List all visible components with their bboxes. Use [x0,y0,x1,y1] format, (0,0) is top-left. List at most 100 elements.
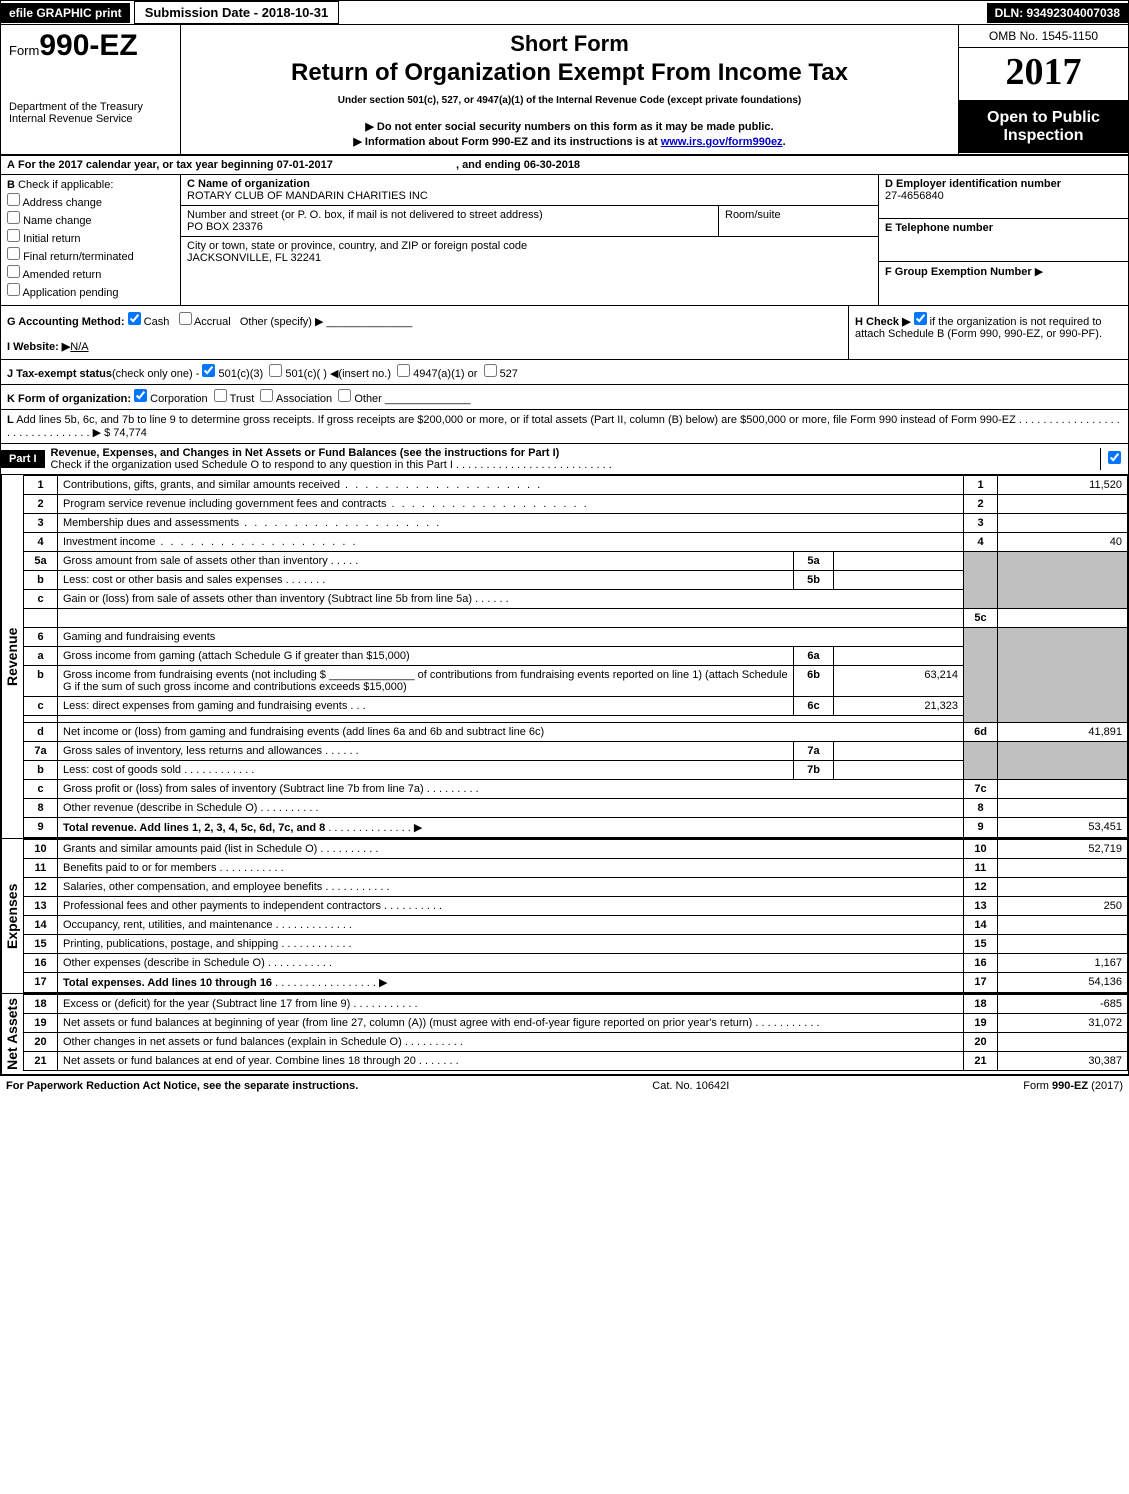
j-text: (check only one) - [112,368,199,380]
line-15: 15Printing, publications, postage, and s… [24,935,1128,954]
chk-amended-return-box[interactable] [7,265,20,278]
part1-checkbox[interactable] [1108,451,1121,464]
efile-button[interactable]: efile GRAPHIC print [1,3,130,23]
row-g: G Accounting Method: Cash Accrual Other … [1,306,848,359]
label-b: B [7,179,15,191]
chk-501c[interactable] [269,364,282,377]
i-val: N/A [70,341,88,353]
g-label: G Accounting Method: [7,316,125,328]
line-6c: cLess: direct expenses from gaming and f… [24,697,1128,716]
col-def: D Employer identification number 27-4656… [878,175,1128,305]
chk-final-return-box[interactable] [7,247,20,260]
part1-title: Revenue, Expenses, and Changes in Net As… [51,447,560,459]
header-left: Form990-EZ Department of the Treasury In… [1,25,181,154]
page-footer: For Paperwork Reduction Act Notice, see … [0,1076,1129,1096]
line-20: 20Other changes in net assets or fund ba… [24,1033,1128,1052]
part1-checkbox-cell [1100,448,1128,470]
chk-initial-return[interactable]: Initial return [7,229,174,245]
info-line: Information about Form 990-EZ and its in… [191,135,948,148]
line-1: 1Contributions, gifts, grants, and simil… [24,476,1128,495]
f-label: F Group Exemption Number [885,266,1032,278]
chk-other-org[interactable] [338,389,351,402]
form-num-big: 990-EZ [39,29,137,62]
revenue-table: 1Contributions, gifts, grants, and simil… [23,475,1128,838]
f-arrow: ▶ [1035,266,1043,278]
row-j: J Tax-exempt status(check only one) - 50… [1,360,1128,385]
c-room-label: Room/suite [725,209,781,221]
chk-4947[interactable] [397,364,410,377]
chk-accrual[interactable] [179,312,192,325]
d-cell: D Employer identification number 27-4656… [879,175,1128,219]
chk-trust[interactable] [214,389,227,402]
g-other: Other (specify) ▶ [240,316,324,328]
chk-application-pending[interactable]: Application pending [7,283,174,299]
line-8: 8Other revenue (describe in Schedule O) … [24,799,1128,818]
part1-check: Check if the organization used Schedule … [51,459,453,471]
chk-address-change-box[interactable] [7,193,20,206]
chk-h[interactable] [914,312,927,325]
line-6d: dNet income or (loss) from gaming and fu… [24,723,1128,742]
line-6b: bGross income from fundraising events (n… [24,666,1128,697]
form-990ez: efile GRAPHIC print Submission Date - 20… [0,0,1129,1076]
row-a-text1: For the 2017 calendar year, or tax year … [18,159,333,171]
chk-final-return[interactable]: Final return/terminated [7,247,174,263]
info-link[interactable]: www.irs.gov/form990ez [661,136,783,148]
block-bcdef: B Check if applicable: Address change Na… [1,175,1128,306]
chk-527[interactable] [484,364,497,377]
l-text: Add lines 5b, 6c, and 7b to line 9 to de… [16,414,1016,426]
line-6: 6Gaming and fundraising events [24,628,1128,647]
submission-date: Submission Date - 2018-10-31 [134,1,340,24]
c-city-val: JACKSONVILLE, FL 32241 [187,252,321,264]
col-b: B Check if applicable: Address change Na… [1,175,181,305]
chk-corp[interactable] [134,389,147,402]
k-label: K Form of organization: [7,393,131,405]
form-header: Form990-EZ Department of the Treasury In… [1,25,1128,156]
part1-label: Part I [1,450,45,468]
top-bar: efile GRAPHIC print Submission Date - 20… [1,1,1128,25]
chk-name-change[interactable]: Name change [7,211,174,227]
net-table: 18Excess or (deficit) for the year (Subt… [23,994,1128,1071]
chk-address-change[interactable]: Address change [7,193,174,209]
dln-label: DLN: 93492304007038 [987,3,1128,23]
part1-title-wrap: Revenue, Expenses, and Changes in Net As… [45,444,1100,474]
tax-year: 2017 [959,48,1128,101]
line-3: 3Membership dues and assessments3 [24,514,1128,533]
line-18: 18Excess or (deficit) for the year (Subt… [24,995,1128,1014]
row-a-text2: , and ending 06-30-2018 [456,159,580,171]
chk-501c3[interactable] [202,364,215,377]
chk-name-change-box[interactable] [7,211,20,224]
line-16: 16Other expenses (describe in Schedule O… [24,954,1128,973]
i-label: I Website: ▶ [7,341,70,353]
open-to-public: Open to Public Inspection [959,101,1128,153]
form-number: Form990-EZ [9,29,172,63]
line-21: 21Net assets or fund balances at end of … [24,1052,1128,1071]
info-pre: Information about Form 990-EZ and its in… [365,136,661,148]
chk-application-pending-box[interactable] [7,283,20,296]
line-5c: cGain or (loss) from sale of assets othe… [24,590,1128,609]
chk-assoc[interactable] [260,389,273,402]
c-addr-cell: Number and street (or P. O. box, if mail… [181,206,718,236]
j-label: J Tax-exempt status [7,368,112,380]
c-addr-label: Number and street (or P. O. box, if mail… [187,209,543,221]
line-2: 2Program service revenue including gover… [24,495,1128,514]
l-amount: $ 74,774 [104,427,147,439]
row-h: H Check ▶ if the organization is not req… [848,306,1128,359]
omb-number: OMB No. 1545-1150 [959,25,1128,48]
line-6d-spacer [24,716,1128,723]
c-addr-val: PO BOX 23376 [187,221,263,233]
line-7a: 7aGross sales of inventory, less returns… [24,742,1128,761]
row-a: A For the 2017 calendar year, or tax yea… [1,156,1128,175]
row-k: K Form of organization: Corporation Trus… [1,385,1128,410]
l-arrow: ▶ [93,427,101,439]
line-14: 14Occupancy, rent, utilities, and mainte… [24,916,1128,935]
e-cell: E Telephone number [879,219,1128,263]
line-5a: 5aGross amount from sale of assets other… [24,552,1128,571]
chk-initial-return-box[interactable] [7,229,20,242]
d-val: 27-4656840 [885,190,944,202]
c-name-label: C Name of organization [187,178,310,190]
chk-cash[interactable] [128,312,141,325]
chk-amended-return[interactable]: Amended return [7,265,174,281]
row-gh: G Accounting Method: Cash Accrual Other … [1,306,1128,360]
expenses-section: Expenses 10Grants and similar amounts pa… [1,839,1128,994]
line-12: 12Salaries, other compensation, and empl… [24,878,1128,897]
